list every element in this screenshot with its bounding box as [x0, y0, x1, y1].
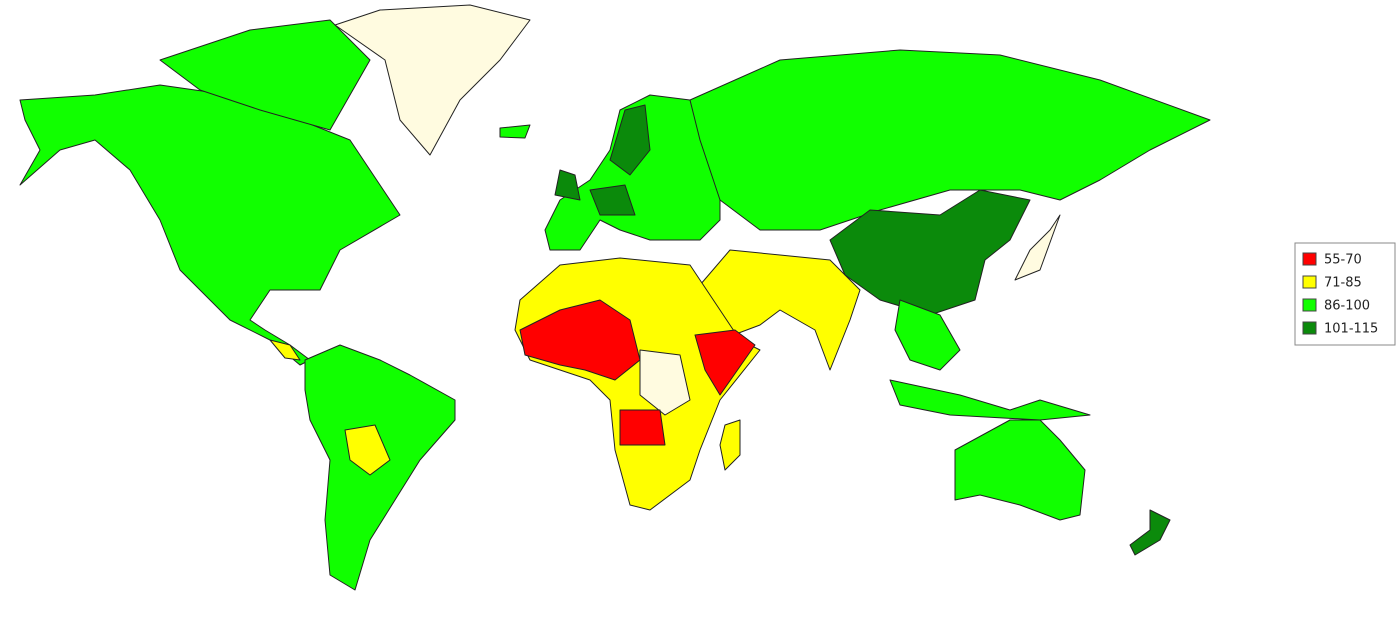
britain: [554, 169, 581, 201]
north-america: [19, 84, 401, 366]
bolivia: [344, 424, 391, 476]
legend-label: 55-70: [1324, 253, 1362, 268]
china: [829, 189, 1031, 316]
madagascar: [719, 419, 741, 471]
regions: [19, 4, 1211, 591]
middle-east-south-asia: [699, 249, 861, 371]
legend-label: 101-115: [1324, 322, 1378, 337]
iceland: [499, 124, 531, 139]
western-europe: [589, 184, 636, 216]
southeast-asia: [894, 299, 961, 371]
central-africa: [639, 349, 691, 416]
russia: [689, 49, 1211, 231]
australia: [954, 419, 1086, 521]
legend-swatch: [1302, 252, 1317, 266]
new-zealand: [1129, 509, 1171, 556]
legend-swatch: [1302, 298, 1317, 312]
legend-label: 71-85: [1324, 276, 1362, 291]
arctic-islands: [159, 19, 371, 131]
indonesia: [889, 379, 1091, 421]
legend-swatch: [1302, 321, 1317, 335]
horn-of-africa: [694, 329, 756, 396]
legend-label: 86-100: [1324, 299, 1370, 314]
west-africa: [519, 299, 641, 381]
scandinavia: [609, 104, 651, 176]
japan: [1014, 214, 1061, 281]
angola: [619, 409, 666, 446]
central-america: [269, 339, 301, 361]
legend-swatch: [1302, 275, 1317, 289]
legend: 55-70 71-85 86-100 101-115: [1302, 252, 1378, 337]
greenland: [334, 4, 531, 156]
